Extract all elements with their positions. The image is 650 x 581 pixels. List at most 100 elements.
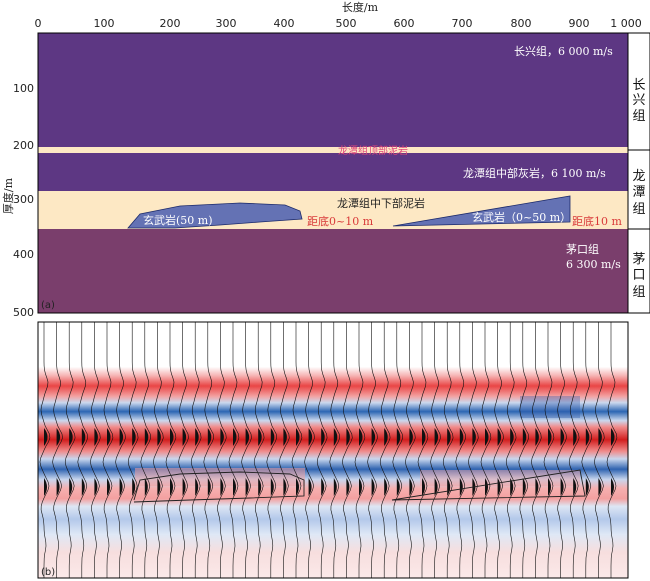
seismic-lobe-19 [283, 428, 287, 446]
seismic-lobe-lower-10 [170, 478, 173, 496]
formation-longtan-1: 龙 [632, 169, 645, 184]
seismic-trace-23 [329, 322, 341, 578]
seismic-lobe-lower-6 [119, 478, 123, 496]
seismic-lobe-lower-1 [56, 478, 60, 496]
seismic-lobe-9 [157, 428, 161, 446]
seismic-lobe-lower-39 [535, 478, 539, 496]
seismic-lobe-33 [459, 428, 464, 446]
seismic-lobe-34 [472, 428, 476, 446]
x-tick-0: 0 [35, 17, 42, 30]
x-tick-800: 800 [511, 17, 532, 30]
seismic-lobe-lower-12 [195, 478, 199, 496]
seismic-trace-27 [379, 322, 391, 578]
seismic-background [38, 322, 628, 578]
seismic-lobe-30 [422, 428, 426, 446]
seismic-lobe-14 [220, 428, 224, 446]
seismic-frame [37, 321, 629, 579]
seismic-lobe-22 [321, 428, 325, 446]
seismic-lobe-lower-22 [321, 478, 325, 496]
seismic-traces [39, 322, 618, 578]
seismic-lobe-35 [485, 428, 489, 446]
seismic-lobe-3 [81, 428, 86, 446]
seismic-lobe-lower-20 [296, 478, 299, 496]
seismic-trace-26 [367, 322, 378, 578]
seismic-trace-13 [203, 322, 215, 578]
seismic-lobe-6 [119, 428, 124, 446]
formation-longtan-3: 组 [632, 202, 645, 217]
limestone-layer [38, 153, 628, 191]
seismic-lobe-4 [94, 428, 98, 446]
basalt-left-body [127, 202, 303, 229]
seismic-lobe-lower-19 [283, 478, 287, 496]
seismic-trace-4 [90, 322, 101, 578]
y-tick-300: 300 [13, 193, 34, 206]
seismic-lobe-8 [144, 428, 149, 446]
seismic-lobe-17 [258, 428, 262, 446]
seismic-lobe-16 [245, 428, 250, 446]
seismic-trace-29 [405, 322, 416, 578]
seismic-lobe-lower-26 [371, 478, 375, 496]
x-tick-600: 600 [394, 17, 415, 30]
seismic-trace-30 [417, 322, 429, 578]
y-axis-title: 厚度/m [1, 177, 15, 214]
seismic-panel: (b) [37, 321, 629, 579]
seismic-lobe-12 [195, 428, 199, 446]
seismic-trace-33 [455, 322, 467, 578]
seismic-trace-2 [64, 322, 76, 578]
seismic-lobe-45 [611, 428, 615, 446]
seismic-lobe-38 [522, 428, 527, 446]
seismic-trace-22 [316, 322, 328, 578]
seismic-lobe-lower-4 [94, 478, 98, 496]
seismic-lobe-25 [359, 428, 363, 446]
seismic-lobe-21 [308, 428, 313, 446]
seismic-lobe-40 [548, 428, 552, 446]
formation-changxing-1: 长 [632, 78, 645, 93]
x-tick-200: 200 [160, 17, 181, 30]
seismic-lobe-10 [170, 428, 174, 446]
seismic-trace-42 [568, 322, 580, 578]
seismic-trace-14 [216, 322, 227, 578]
seismic-lobe-lower-42 [573, 478, 577, 496]
seismic-lobe-lower-45 [611, 478, 614, 496]
x-tick-500: 500 [336, 17, 357, 30]
changxing-label: 长兴组，6 000 m/s [514, 44, 613, 58]
y-tick-200: 200 [13, 139, 34, 152]
seismic-lobe-26 [371, 428, 376, 446]
seismic-trace-43 [581, 322, 593, 578]
seismic-lobe-lower-21 [308, 478, 312, 496]
seismic-trace-9 [153, 322, 164, 578]
formation-maokou-3: 组 [632, 285, 645, 300]
mudstone-mid-label: 龙潭组中下部泥岩 [337, 196, 425, 210]
seismic-lobe-lower-24 [346, 478, 350, 496]
seismic-lobe-lower-28 [396, 478, 400, 496]
seismic-lobe-lower-17 [258, 478, 262, 496]
seismic-trace-37 [505, 322, 517, 578]
seismic-lobe-5 [107, 428, 111, 446]
seismic-lobe-41 [560, 428, 565, 446]
seismic-trace-24 [342, 322, 353, 578]
seismic-lobe-11 [182, 428, 187, 446]
seismic-lobe-37 [510, 428, 514, 446]
seismic-trace-41 [556, 322, 567, 578]
mudstone-top-label: 龙潭组顶部泥岩 [338, 144, 408, 157]
seismic-lobe-29 [409, 428, 413, 446]
dist-right-label: 距底10 m [572, 214, 622, 228]
seismic-trace-19 [279, 322, 290, 578]
seismic-trace-32 [442, 322, 454, 578]
x-axis-ticks: 0 100 200 300 400 500 600 700 800 900 1 … [35, 17, 642, 30]
basalt-right-label: 玄武岩（0~50 m） [472, 210, 571, 224]
seismic-lobe-39 [535, 428, 539, 446]
axes: 长度/m 0 100 200 300 400 500 600 700 800 9… [1, 0, 642, 319]
seismic-lobe-44 [598, 428, 602, 446]
x-tick-300: 300 [216, 17, 237, 30]
seismic-lobe-lower-16 [245, 478, 249, 496]
seismic-trace-0 [39, 322, 51, 578]
seismic-lobe-23 [333, 428, 338, 446]
formation-longtan-2: 潭 [632, 185, 645, 200]
seismic-lobe-lower-44 [598, 478, 602, 496]
seismic-trace-39 [531, 322, 542, 578]
seismic-lobe-lower-25 [359, 478, 362, 496]
seismic-lobe-28 [396, 428, 401, 446]
seismic-lobe-lower-43 [585, 478, 589, 496]
seismic-lobe-20 [296, 428, 300, 446]
